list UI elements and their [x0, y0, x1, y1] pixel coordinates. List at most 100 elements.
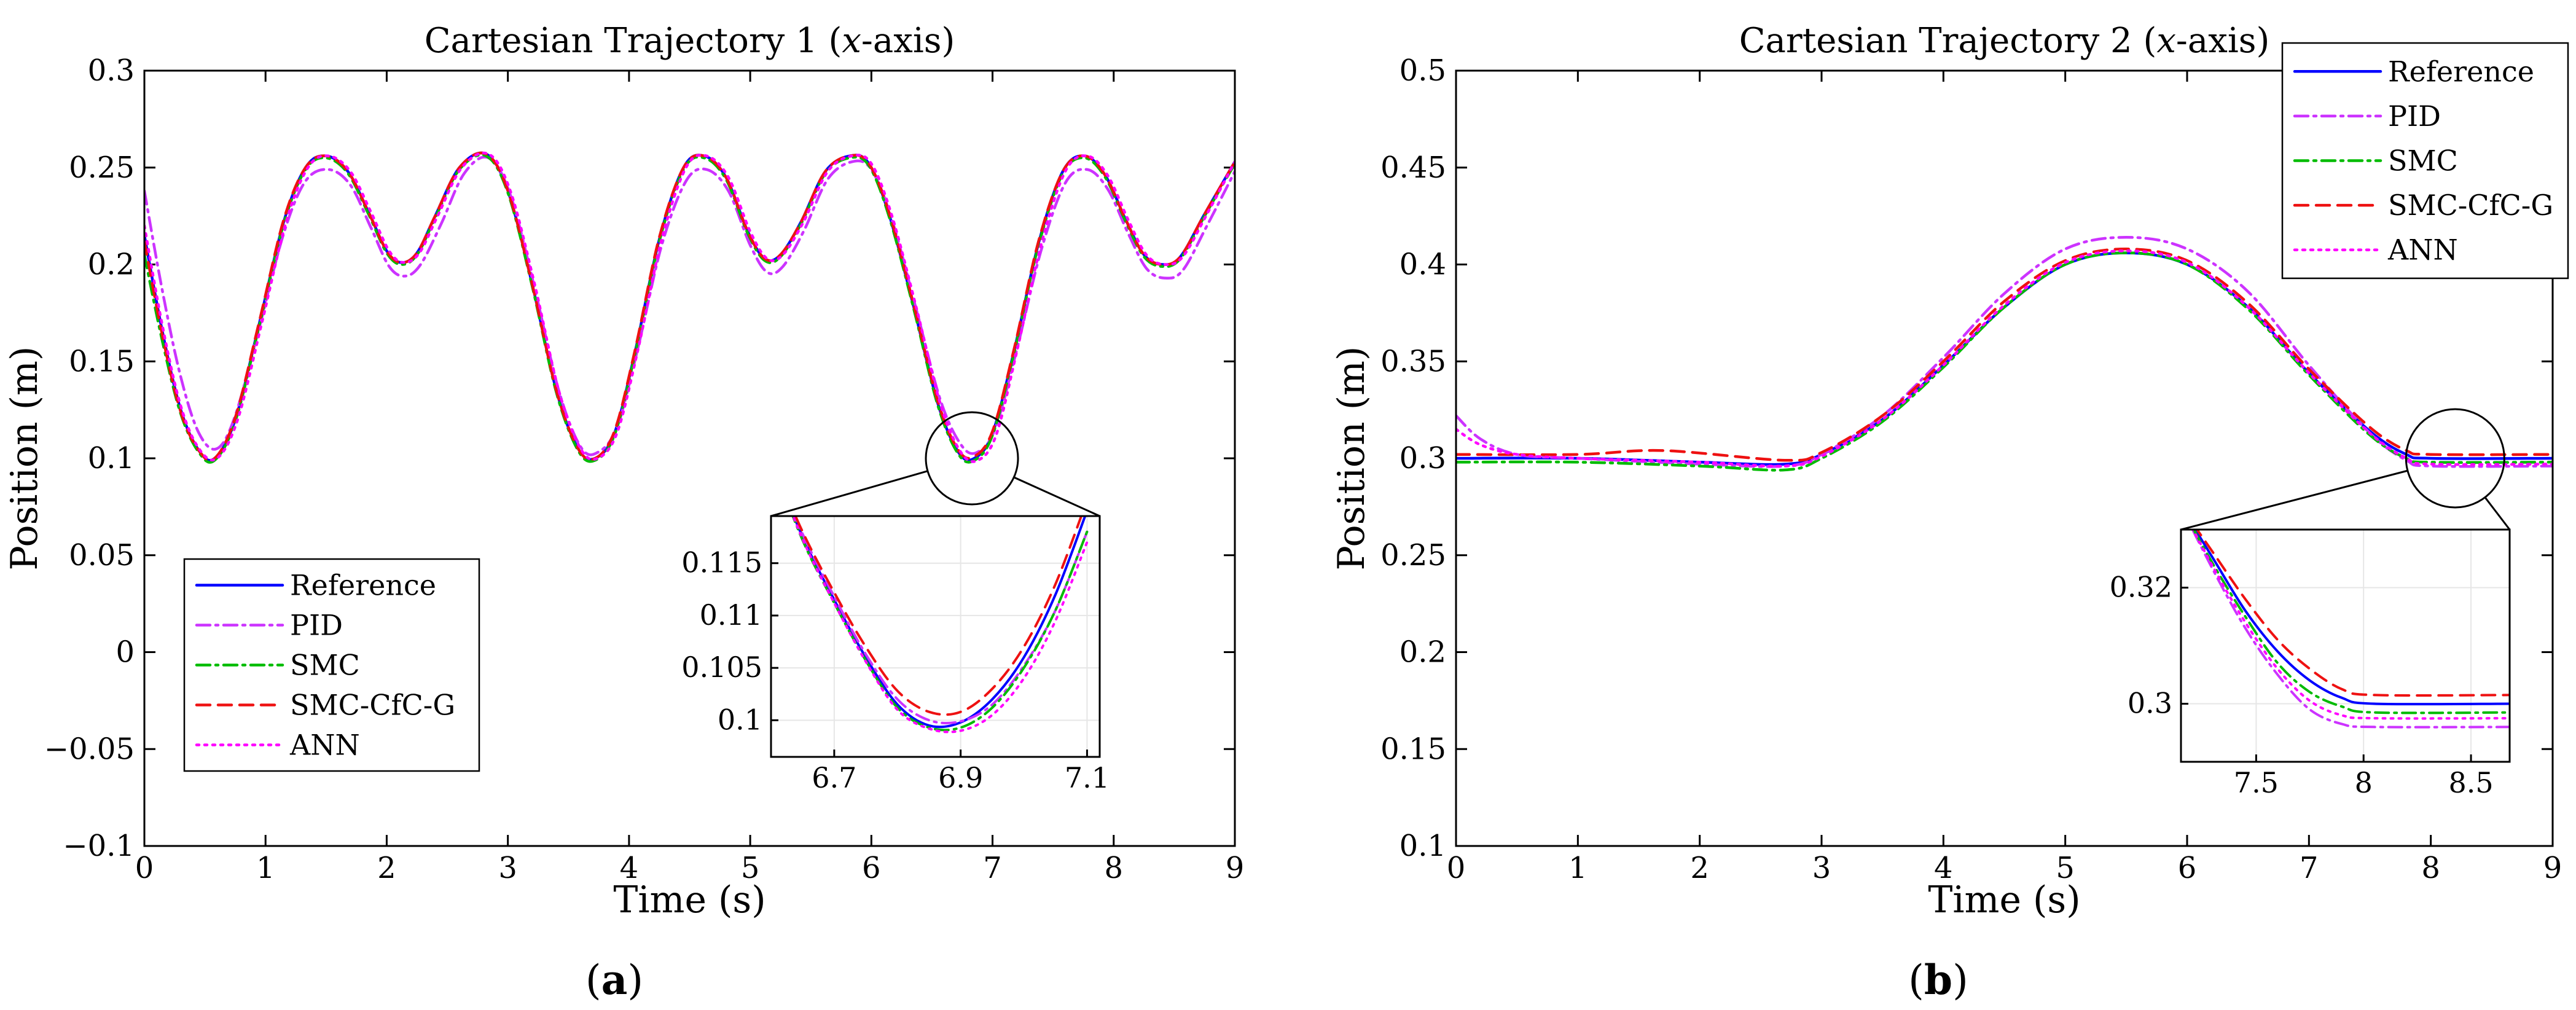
- chart-2-title-axis: x: [2156, 21, 2176, 61]
- chart-2-ytick-label: 0.25: [1380, 538, 1446, 573]
- chart-1-xlabel: Time (s): [613, 879, 765, 922]
- chart-1-ytick-label: 0.2: [88, 248, 135, 282]
- chart-1-legend-label-smc-cfc-g: SMC-CfC-G: [290, 689, 455, 722]
- chart-2-legend-label-reference: Reference: [2388, 55, 2534, 88]
- chart-2-inset-series-pid: [2191, 530, 2510, 729]
- chart-1-title-axis: x: [842, 21, 861, 61]
- chart-1-inset-xtick-label: 6.7: [812, 761, 856, 794]
- chart-2-series-ann: [1456, 249, 2553, 468]
- chart-1-ylabel: Position (m): [3, 346, 46, 571]
- chart-2-legend-label-smc-cfc-g: SMC-CfC-G: [2388, 189, 2553, 222]
- chart-2-xtick-label: 3: [1812, 851, 1831, 885]
- chart-1-xtick-label: 9: [1226, 851, 1245, 885]
- chart-1-inset-ytick-label: 0.105: [681, 651, 762, 684]
- chart-1-panel-label: (a): [585, 956, 643, 1004]
- chart-2-inset-xtick-label: 7.5: [2234, 766, 2279, 799]
- chart-2-legend-label-smc: SMC: [2388, 144, 2458, 178]
- chart-2-zoom-connector-left: [2180, 469, 2408, 531]
- chart-1-zoom-connector-left: [770, 470, 928, 517]
- chart-2-title-suffix: -axis): [2176, 21, 2269, 61]
- chart-2-ylabel: Position (m): [1330, 346, 1373, 571]
- chart-1-panel-label-open: (: [585, 957, 601, 1004]
- chart-2-xtick-label: 1: [1568, 851, 1587, 885]
- chart-1-inset-series-ann: [791, 516, 1089, 734]
- chart-2-ytick-label: 0.4: [1400, 248, 1446, 282]
- chart-1-title-suffix: -axis): [861, 21, 955, 61]
- chart-2-series-smc: [1456, 251, 2553, 472]
- chart-2-xtick-label: 6: [2178, 851, 2197, 885]
- chart-1-inset-ytick-label: 0.115: [681, 546, 762, 579]
- chart-2-xtick-label: 4: [1934, 851, 1953, 885]
- chart-2-inset-series-ann: [2191, 530, 2510, 720]
- chart-1-panel-label-letter: a: [601, 956, 628, 1004]
- chart-1-series-smc-cfc-g: [144, 151, 1235, 462]
- chart-1-inset-xtick-label: 7.1: [1065, 761, 1110, 794]
- chart-1-inset-background: [771, 516, 1100, 757]
- chart-1-xtick-label: 5: [741, 851, 760, 885]
- chart-2-inset-series-smc-cfc-g: [2195, 530, 2510, 697]
- chart-2-inset-series-reference: [2193, 530, 2510, 706]
- chart-2-title: Cartesian Trajectory 2 (x-axis): [1739, 21, 2270, 61]
- chart-1-legend-label-reference: Reference: [290, 569, 436, 602]
- chart-2-ytick-label: 0.5: [1400, 53, 1446, 88]
- chart-1-ytick-label: 0.3: [88, 53, 135, 88]
- chart-2-series-smc-cfc-g: [1456, 248, 2553, 462]
- chart-1-ytick-label: 0.1: [88, 441, 135, 476]
- chart-2-inset-series-smc: [2192, 530, 2510, 714]
- chart-2-xtick-label: 7: [2300, 851, 2319, 885]
- chart-2-zoom-circle: [2405, 408, 2505, 509]
- chart-1-xtick-label: 2: [377, 851, 396, 885]
- chart-2-series-reference: [1456, 251, 2553, 466]
- chart-2-ytick-label: 0.15: [1380, 732, 1446, 766]
- chart-1-ytick-label: 0: [115, 635, 135, 670]
- chart-2-inset-ytick-label: 0.3: [2128, 687, 2172, 720]
- chart-1-inset-frame: [770, 515, 1101, 758]
- chart-2-ytick-label: 0.3: [1400, 441, 1446, 476]
- chart-2-inset-ytick-label: 0.32: [2110, 571, 2172, 604]
- chart-1-inset-ytick-label: 0.1: [718, 703, 762, 736]
- chart-2-ytick-label: 0.45: [1380, 151, 1446, 185]
- chart-2-xtick-label: 8: [2421, 851, 2440, 885]
- chart-2-inset-xtick-label: 8.5: [2448, 766, 2493, 799]
- chart-1-xtick-label: 8: [1105, 851, 1124, 885]
- chart-1-legend-label-pid: PID: [290, 609, 343, 642]
- chart-2-panel-label-close: ): [1952, 957, 1968, 1004]
- chart-2-inset-background: [2181, 530, 2510, 762]
- chart-1-inset-xtick-label: 6.9: [938, 761, 983, 794]
- chart-1-xtick-label: 4: [620, 851, 639, 885]
- chart-1-inset-series-smc-cfc-g: [794, 516, 1083, 716]
- chart-1-legend-label-ann: ANN: [289, 729, 360, 762]
- chart-1-xtick-label: 6: [862, 851, 881, 885]
- chart-1-panel-label-close: ): [627, 957, 643, 1004]
- chart-1-ytick-label: −0.1: [63, 829, 135, 863]
- chart-1-series-reference: [144, 151, 1235, 462]
- chart-1-ytick-label: 0.05: [69, 538, 135, 573]
- chart-2-axes-frame: [1455, 69, 2554, 847]
- chart-1-zoom-circle: [925, 411, 1019, 506]
- chart-1-xtick-label: 7: [983, 851, 1002, 885]
- chart-2-ytick-label: 0.35: [1380, 344, 1446, 378]
- chart-2-ytick-label: 0.2: [1400, 635, 1446, 670]
- chart-1-zoom-connector-right: [1013, 476, 1100, 517]
- chart-1-xtick-label: 0: [135, 851, 154, 885]
- chart-2-xtick-label: 5: [2056, 851, 2075, 885]
- chart-2-legend-label-pid: PID: [2388, 100, 2441, 133]
- chart-2-xtick-label: 9: [2543, 851, 2562, 885]
- chart-2-panel-label-open: (: [1908, 957, 1924, 1004]
- chart-2-panel-label-letter: b: [1924, 956, 1952, 1004]
- chart-2-zoom-connector-right: [2484, 496, 2511, 530]
- chart-1-legend-label-smc: SMC: [290, 649, 360, 682]
- chart-2-title-main: Cartesian Trajectory 2 (: [1739, 21, 2157, 61]
- chart-2-xlabel: Time (s): [1928, 879, 2080, 922]
- chart-2-xtick-label: 0: [1447, 851, 1466, 885]
- chart-1-axes-frame: [143, 69, 1236, 847]
- chart-2-inset-xtick-label: 8: [2355, 766, 2373, 799]
- chart-1-series-ann: [144, 151, 1235, 463]
- chart-1-title-main: Cartesian Trajectory 1 (: [425, 21, 842, 61]
- chart-1-xtick-label: 3: [498, 851, 517, 885]
- chart-1-title: Cartesian Trajectory 1 (x-axis): [425, 21, 955, 61]
- chart-2-xtick-label: 2: [1690, 851, 1709, 885]
- chart-2-inset-frame: [2180, 528, 2511, 763]
- chart-2-panel-label: (b): [1908, 956, 1968, 1004]
- chart-1-ytick-label: −0.05: [44, 732, 135, 766]
